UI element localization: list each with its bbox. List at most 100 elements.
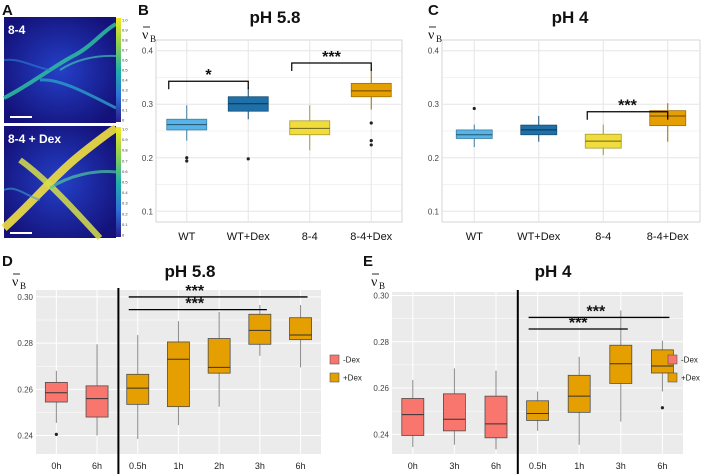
x-tick-label: 1h (173, 461, 183, 471)
outlier-point (369, 143, 373, 147)
y-tick-label: 0.30 (17, 293, 33, 302)
box-2h (207, 311, 231, 407)
box-3h (248, 305, 272, 356)
box-body (126, 373, 150, 405)
y-tick-label: 0.1 (428, 207, 440, 216)
colorbar-bottom: 1.0 0.9 0.8 0.7 0.6 0.5 0.4 0.3 0.2 0.1 0 (116, 127, 128, 238)
box-body (85, 385, 109, 418)
y-label-symbol: ν (371, 275, 377, 290)
y-tick-label: 0.1 (142, 207, 154, 216)
x-tick-label: 8-4+Dex (350, 231, 392, 243)
colorbar-tick: 0.9 (122, 137, 128, 142)
x-tick-label: 6h (491, 461, 501, 471)
box-body (207, 338, 231, 374)
box-0h (401, 379, 425, 448)
colorbar-tick: 0.2 (122, 211, 128, 216)
x-tick-label: WT (178, 231, 195, 243)
box-body (526, 400, 549, 421)
x-tick-label: 0h (51, 461, 61, 471)
colorbar-tick: 1.0 (122, 18, 128, 23)
y-tick-label: 0.4 (142, 47, 154, 56)
y-label-symbol: ν (142, 28, 148, 43)
box-body (167, 341, 190, 408)
image-label-top: 8-4 (8, 23, 26, 37)
y-tick-label: 0.4 (428, 47, 440, 56)
box-body (289, 120, 331, 136)
x-tick-label: WT (466, 231, 483, 243)
colorbar-tick: 0.5 (122, 68, 128, 73)
colorbar-tick: 0.5 (122, 180, 128, 185)
outlier-point (472, 106, 476, 111)
x-tick-label: 3h (616, 461, 626, 471)
significance-bracket: *** (128, 296, 267, 313)
box-3h (442, 368, 466, 445)
colorbar-tick: 0.1 (122, 108, 128, 113)
box-6h (289, 305, 312, 368)
y-tick-label: 0.26 (373, 384, 389, 393)
x-tick-label: 0h (408, 461, 418, 471)
box-WT (166, 105, 208, 163)
x-tick-label: 3h (449, 461, 459, 471)
x-tick-label: WT+Dex (517, 231, 561, 243)
box-body (289, 317, 312, 341)
colorbar-tick: 0 (122, 118, 125, 123)
bracket-line (291, 62, 372, 72)
legend-swatch (329, 372, 340, 383)
box-WT (455, 106, 493, 148)
box-WT+Dex (520, 116, 558, 142)
y-tick-label: 0.3 (142, 100, 154, 109)
box-0.5h (526, 391, 549, 431)
box-body (567, 374, 591, 413)
colorbar-tick: 0.7 (122, 48, 128, 53)
significance-label: *** (322, 49, 341, 66)
x-tick-label: 8-4 (595, 231, 611, 243)
legend-swatch (329, 354, 340, 365)
significance-bracket: *** (291, 49, 372, 72)
chart-title: pH 5.8 (249, 8, 300, 27)
colorbar-tick: 0.2 (122, 98, 128, 103)
bracket-line (168, 80, 249, 90)
significance-label: *** (185, 296, 204, 313)
panel-letter-c: C (428, 2, 439, 19)
colorbar-tick: 0 (122, 233, 125, 238)
colorbar-tick: 0.3 (122, 201, 128, 206)
image-label-bottom: 8-4 + Dex (8, 132, 61, 146)
significance-bracket: *** (528, 315, 628, 332)
outlier-point (185, 156, 189, 160)
y-label-symbol: ν (12, 275, 18, 290)
x-tick-label: 0.5h (129, 461, 147, 471)
legend-swatch (667, 354, 678, 365)
chart-d: 0.24 0.26 0.28 0.30 0h 6h 0.5h 1h 2h 3h 6h ****** pH… (12, 262, 362, 474)
x-tick-label: 1h (574, 461, 584, 471)
chart-title: pH 5.8 (164, 262, 215, 281)
y-tick-label: 0.24 (17, 432, 33, 441)
colorbar-tick: 0.4 (122, 78, 128, 83)
box-body (350, 82, 392, 98)
y-label-subscript: B (20, 281, 26, 291)
y-tick-label: 0.28 (373, 338, 389, 347)
x-tick-label: 0.5h (529, 461, 547, 471)
microscopy-panel: 8-4 8-4 + Dex 1.0 0.9 0.8 0.7 0.6 0.5 0.4 0.3 0.… (1, 17, 128, 241)
colorbar-top: 1.0 0.9 0.8 0.7 0.6 0.5 0.4 0.3 0.2 0.1 0 (116, 18, 128, 123)
colorbar-tick: 1.0 (122, 127, 128, 132)
box-1h (567, 356, 591, 445)
y-tick-label: 0.3 (428, 100, 440, 109)
y-label-subscript: B (436, 34, 442, 44)
box-0.5h (126, 335, 150, 439)
legend-label: -Dex (681, 356, 698, 365)
microscopy-image-top: 8-4 (3, 17, 117, 123)
colorbar-tick: 0.9 (122, 28, 128, 33)
chart-title: pH 4 (535, 262, 572, 281)
significance-bracket: *** (528, 303, 670, 320)
colorbar-tick: 0.8 (122, 148, 128, 153)
box-1h (167, 321, 190, 426)
significance-label: *** (185, 283, 204, 300)
box-6h (85, 344, 109, 436)
box-body (609, 344, 633, 384)
box-8-4 (289, 105, 331, 151)
box-body (455, 129, 493, 139)
x-tick-label: 6h (296, 461, 306, 471)
